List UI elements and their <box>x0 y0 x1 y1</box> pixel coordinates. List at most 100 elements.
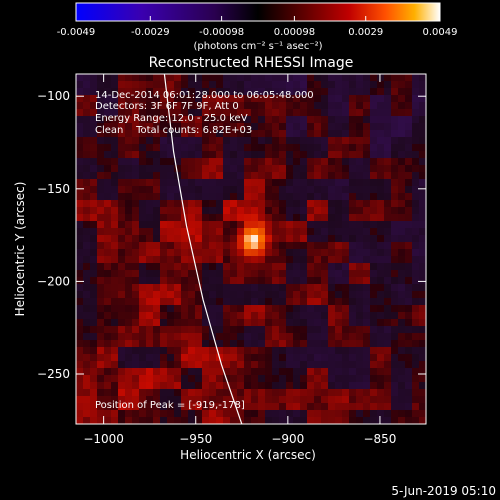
heatmap-cell <box>125 410 133 418</box>
heatmap-cell <box>237 130 245 138</box>
heatmap-cell <box>167 221 175 229</box>
heatmap-cell <box>335 417 343 424</box>
heatmap-cell <box>223 81 231 89</box>
heatmap-cell <box>293 193 301 201</box>
heatmap-cell <box>328 186 336 194</box>
heatmap-cell <box>391 186 399 194</box>
heatmap-cell <box>412 375 420 383</box>
heatmap-cell <box>230 242 238 250</box>
heatmap-cell <box>97 298 105 306</box>
heatmap-cell <box>223 396 231 404</box>
heatmap-cell <box>76 158 84 166</box>
heatmap-cell <box>216 249 224 257</box>
heatmap-cell <box>391 207 399 215</box>
heatmap-cell <box>181 179 189 187</box>
heatmap-cell <box>391 403 399 411</box>
heatmap-cell <box>104 333 112 341</box>
heatmap-cell <box>405 403 413 411</box>
heatmap-cell <box>237 326 245 334</box>
heatmap-cell <box>97 74 105 82</box>
heatmap-cell <box>251 109 259 117</box>
heatmap-cell <box>384 410 392 418</box>
heatmap-cell <box>181 368 189 376</box>
heatmap-cell <box>209 193 217 201</box>
heatmap-cell <box>286 242 294 250</box>
heatmap-cell <box>118 123 126 131</box>
heatmap-cell <box>76 172 84 180</box>
heatmap-cell <box>216 375 224 383</box>
heatmap-cell <box>146 235 154 243</box>
heatmap-cell <box>139 130 147 138</box>
heatmap-cell <box>307 200 315 208</box>
heatmap-cell <box>230 109 238 117</box>
heatmap-cell <box>321 95 329 103</box>
heatmap-cell <box>370 144 378 152</box>
heatmap-cell <box>223 403 231 411</box>
heatmap-cell <box>132 389 140 397</box>
heatmap-cell <box>279 179 287 187</box>
heatmap-cell <box>419 263 426 271</box>
heatmap-cell <box>104 214 112 222</box>
heatmap-cell <box>209 319 217 327</box>
heatmap-cell <box>258 165 266 173</box>
heatmap-cell <box>286 74 294 82</box>
heatmap-cell <box>300 242 308 250</box>
heatmap-cell <box>230 165 238 173</box>
heatmap-cell <box>307 193 315 201</box>
heatmap-cell <box>202 95 210 103</box>
heatmap-cell <box>412 242 420 250</box>
heatmap-cell <box>342 179 350 187</box>
heatmap-cell <box>363 340 371 348</box>
heatmap-cell <box>132 361 140 369</box>
chart-title: Reconstructed RHESSI Image <box>149 55 354 71</box>
heatmap-cell <box>377 81 385 89</box>
heatmap-cell <box>244 81 252 89</box>
heatmap-cell <box>384 130 392 138</box>
heatmap-cell <box>139 270 147 278</box>
heatmap-cell <box>202 235 210 243</box>
heatmap-cell <box>419 333 426 341</box>
heatmap-cell <box>384 158 392 166</box>
heatmap-cell <box>195 305 203 313</box>
heatmap-cell <box>97 172 105 180</box>
heatmap-cell <box>195 256 203 264</box>
heatmap-cell <box>412 95 420 103</box>
heatmap-cell <box>237 361 245 369</box>
heatmap-cell <box>195 109 203 117</box>
heatmap-cell <box>293 74 301 82</box>
heatmap-cell <box>125 235 133 243</box>
heatmap-cell <box>237 305 245 313</box>
heatmap-cell <box>139 382 147 390</box>
heatmap-cell <box>111 249 119 257</box>
heatmap-cell <box>104 193 112 201</box>
heatmap-cell <box>370 389 378 397</box>
heatmap-cell <box>412 193 420 201</box>
heatmap-cell <box>139 172 147 180</box>
heatmap-cell <box>328 221 336 229</box>
heatmap-cell <box>370 179 378 187</box>
heatmap-cell <box>349 214 357 222</box>
heatmap-cell <box>181 319 189 327</box>
heatmap-cell <box>209 151 217 159</box>
heatmap-cell <box>153 130 161 138</box>
heatmap-cell <box>419 256 426 264</box>
heatmap-cell <box>279 340 287 348</box>
heatmap-cell <box>251 130 259 138</box>
heatmap-cell <box>300 396 308 404</box>
heatmap-cell <box>90 403 98 411</box>
heatmap-cell <box>104 158 112 166</box>
heatmap-cell <box>342 116 350 124</box>
heatmap-cell <box>76 116 84 124</box>
heatmap-cell <box>202 242 210 250</box>
heatmap-cell <box>209 207 217 215</box>
heatmap-cell <box>195 88 203 96</box>
heatmap-cell <box>132 228 140 236</box>
heatmap-cell <box>300 137 308 145</box>
heatmap-cell <box>314 186 322 194</box>
heatmap-cell <box>83 116 91 124</box>
heatmap-cell <box>83 193 91 201</box>
heatmap-cell <box>370 123 378 131</box>
heatmap-cell <box>314 410 322 418</box>
heatmap-cell <box>216 368 224 376</box>
heatmap-cell <box>412 389 420 397</box>
